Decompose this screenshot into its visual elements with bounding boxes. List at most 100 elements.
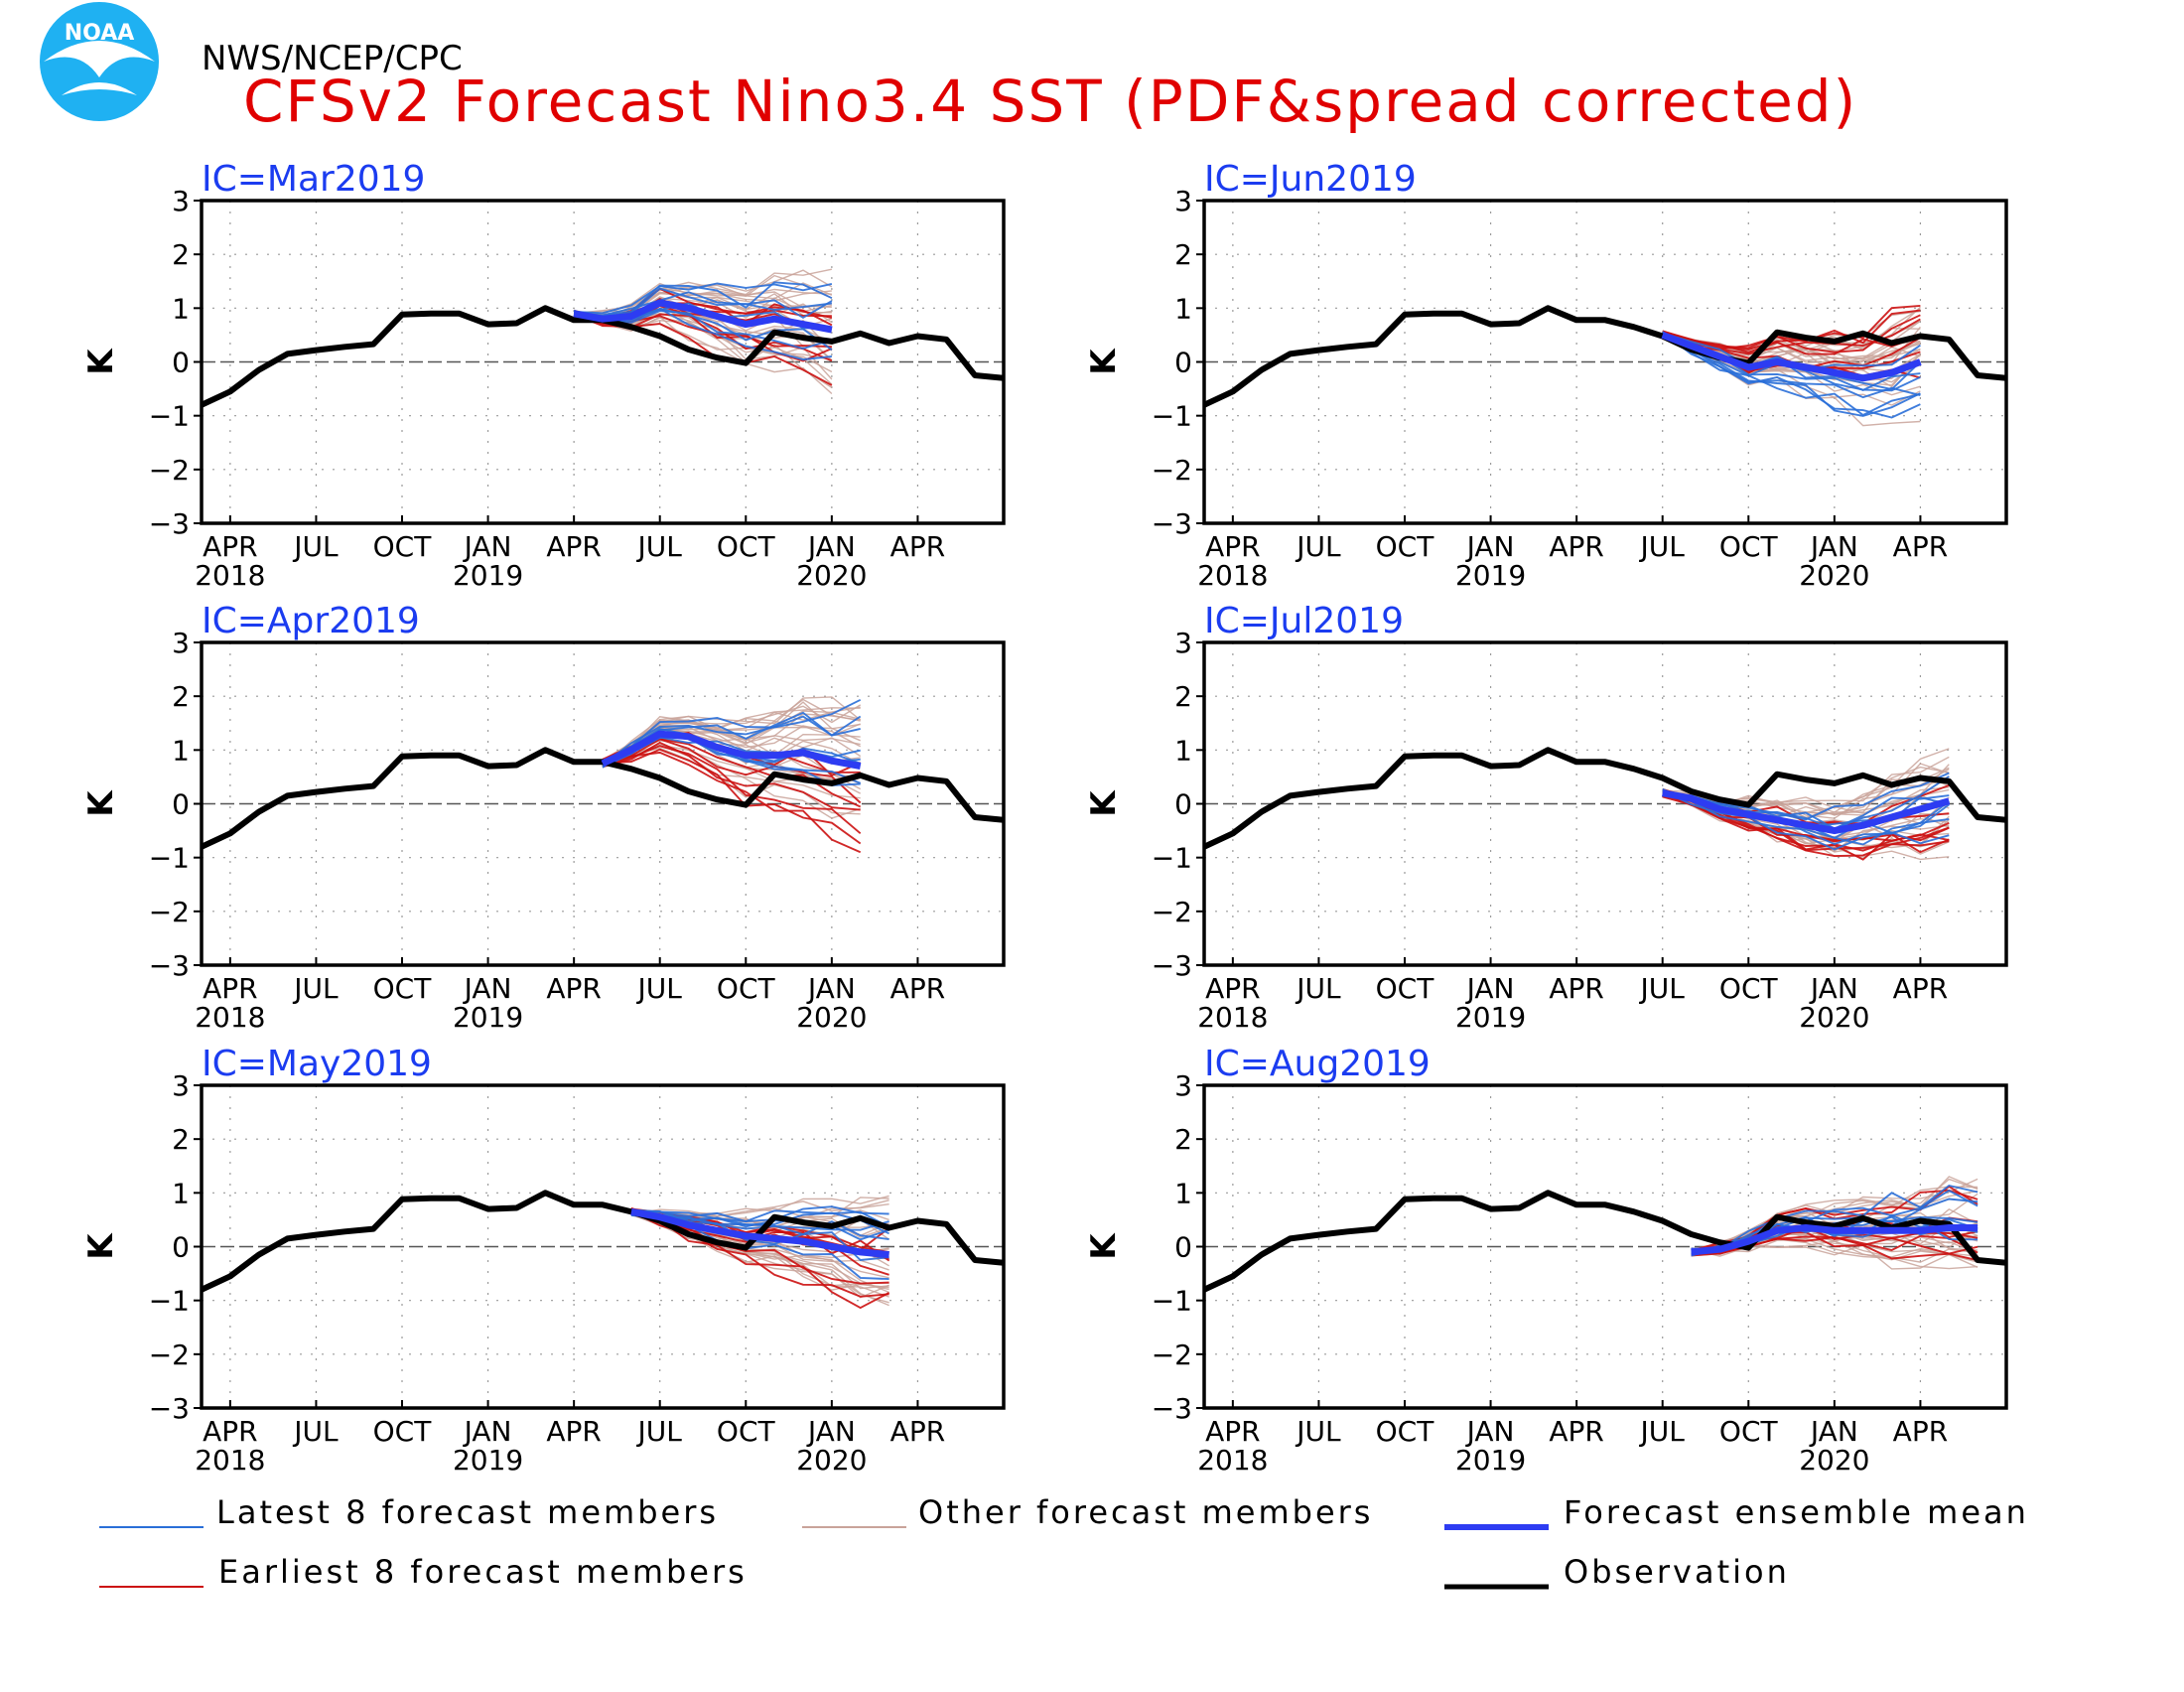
noaa-logo-wing (62, 82, 137, 95)
earliest-member-line (602, 738, 862, 804)
x-tick-label: APR (546, 530, 602, 563)
x-tick-label: APR (1205, 972, 1261, 1005)
y-axis-label: K (1084, 1232, 1124, 1260)
noaa-logo: NOAA (40, 2, 159, 121)
x-tick-label: JUL (1639, 1415, 1686, 1448)
x-tick-year-label: 2019 (453, 1001, 523, 1034)
x-tick-year-label: 2019 (1455, 1001, 1526, 1034)
legend-label-observation: Observation (1564, 1553, 1790, 1591)
y-tick-label: 1 (172, 292, 190, 325)
x-tick-label: JUL (636, 972, 683, 1005)
x-tick-year-label: 2019 (1455, 1444, 1526, 1477)
other-member-line (573, 316, 833, 395)
x-tick-label: OCT (717, 530, 776, 563)
ensemble-mean-line (1661, 332, 1922, 382)
x-tick-label: JAN (1809, 972, 1858, 1005)
observation-line (1204, 305, 2006, 408)
x-tick-label: APR (1893, 1415, 1949, 1448)
y-tick-label: 3 (172, 1069, 190, 1102)
x-tick-label: OCT (373, 530, 433, 563)
panel-ic-label: IC=Mar2019 (202, 159, 425, 200)
observation-line (202, 1190, 1004, 1293)
ensemble-mean-line (630, 1207, 889, 1259)
x-tick-label: APR (546, 1415, 602, 1448)
panel-ic-label: IC=May2019 (202, 1044, 432, 1084)
y-tick-label: 2 (1174, 1123, 1192, 1156)
x-tick-label: OCT (1376, 1415, 1435, 1448)
x-tick-label: JAN (463, 530, 512, 563)
latest-member-line (1691, 1189, 1979, 1252)
y-tick-label: −1 (149, 842, 190, 875)
y-tick-label: 0 (172, 788, 190, 821)
y-tick-label: 3 (1174, 185, 1192, 217)
x-tick-label: JAN (806, 1415, 856, 1448)
x-tick-year-label: 2019 (453, 559, 523, 592)
x-tick-label: JUL (292, 972, 339, 1005)
x-tick-label: JUL (292, 1415, 339, 1448)
x-tick-label: APR (890, 972, 946, 1005)
x-tick-year-label: 2020 (796, 1001, 867, 1034)
observation-line (202, 305, 1004, 408)
y-tick-label: 2 (1174, 238, 1192, 271)
x-tick-year-label: 2020 (796, 1444, 867, 1477)
observation-line (1204, 1190, 2006, 1293)
other-member-line (602, 696, 862, 762)
x-tick-label: OCT (1376, 530, 1435, 563)
y-tick-label: 3 (1174, 627, 1192, 659)
earliest-member-line (602, 748, 862, 845)
y-tick-label: −1 (1152, 400, 1192, 433)
x-tick-label: JUL (636, 1415, 683, 1448)
x-tick-label: APR (1893, 530, 1949, 563)
y-tick-label: 1 (1174, 292, 1192, 325)
latest-member-line (1662, 789, 1950, 851)
x-tick-label: APR (1549, 972, 1604, 1005)
y-tick-label: −1 (149, 1285, 190, 1318)
earliest-member-line (602, 751, 862, 854)
y-tick-label: 0 (1174, 788, 1192, 821)
earliest-member-line (602, 745, 862, 835)
x-tick-year-label: 2018 (195, 1001, 265, 1034)
panel-ic-label: IC=Jul2019 (1204, 601, 1404, 641)
y-tick-label: 2 (172, 680, 190, 713)
x-tick-year-label: 2020 (1799, 559, 1869, 592)
legend-label-earliest: Earliest 8 forecast members (218, 1553, 748, 1591)
y-tick-label: −1 (1152, 1285, 1192, 1318)
y-tick-label: 2 (172, 1123, 190, 1156)
y-tick-label: 2 (172, 238, 190, 271)
x-tick-label: JAN (463, 1415, 512, 1448)
y-tick-label: −2 (149, 896, 190, 928)
panel-ic-label: IC=Aug2019 (1204, 1044, 1431, 1084)
legend: Latest 8 forecast members Other forecast … (99, 1493, 2026, 1591)
x-tick-year-label: 2020 (1799, 1001, 1869, 1034)
x-tick-year-label: 2020 (796, 559, 867, 592)
y-axis-label: K (81, 1232, 121, 1260)
latest-member-line (630, 1205, 889, 1222)
y-tick-label: 0 (172, 347, 190, 379)
x-tick-label: OCT (373, 972, 433, 1005)
observation-line (1204, 747, 2006, 850)
ensemble-mean-line (1691, 1224, 1979, 1256)
x-tick-label: OCT (373, 1415, 433, 1448)
x-tick-label: JUL (1639, 972, 1686, 1005)
y-tick-label: −3 (149, 949, 190, 982)
y-tick-label: 0 (1174, 1231, 1192, 1264)
latest-member-line (1662, 331, 1921, 419)
latest-member-line (1691, 1184, 1979, 1256)
x-tick-label: APR (890, 1415, 946, 1448)
x-tick-label: JUL (1639, 530, 1686, 563)
y-tick-label: 3 (172, 627, 190, 659)
x-tick-label: JAN (1809, 1415, 1858, 1448)
x-tick-year-label: 2020 (1799, 1444, 1869, 1477)
y-tick-label: −2 (1152, 896, 1192, 928)
y-tick-label: −2 (149, 1339, 190, 1371)
y-axis-label: K (81, 789, 121, 817)
x-tick-label: APR (203, 530, 258, 563)
x-tick-label: APR (1549, 530, 1604, 563)
